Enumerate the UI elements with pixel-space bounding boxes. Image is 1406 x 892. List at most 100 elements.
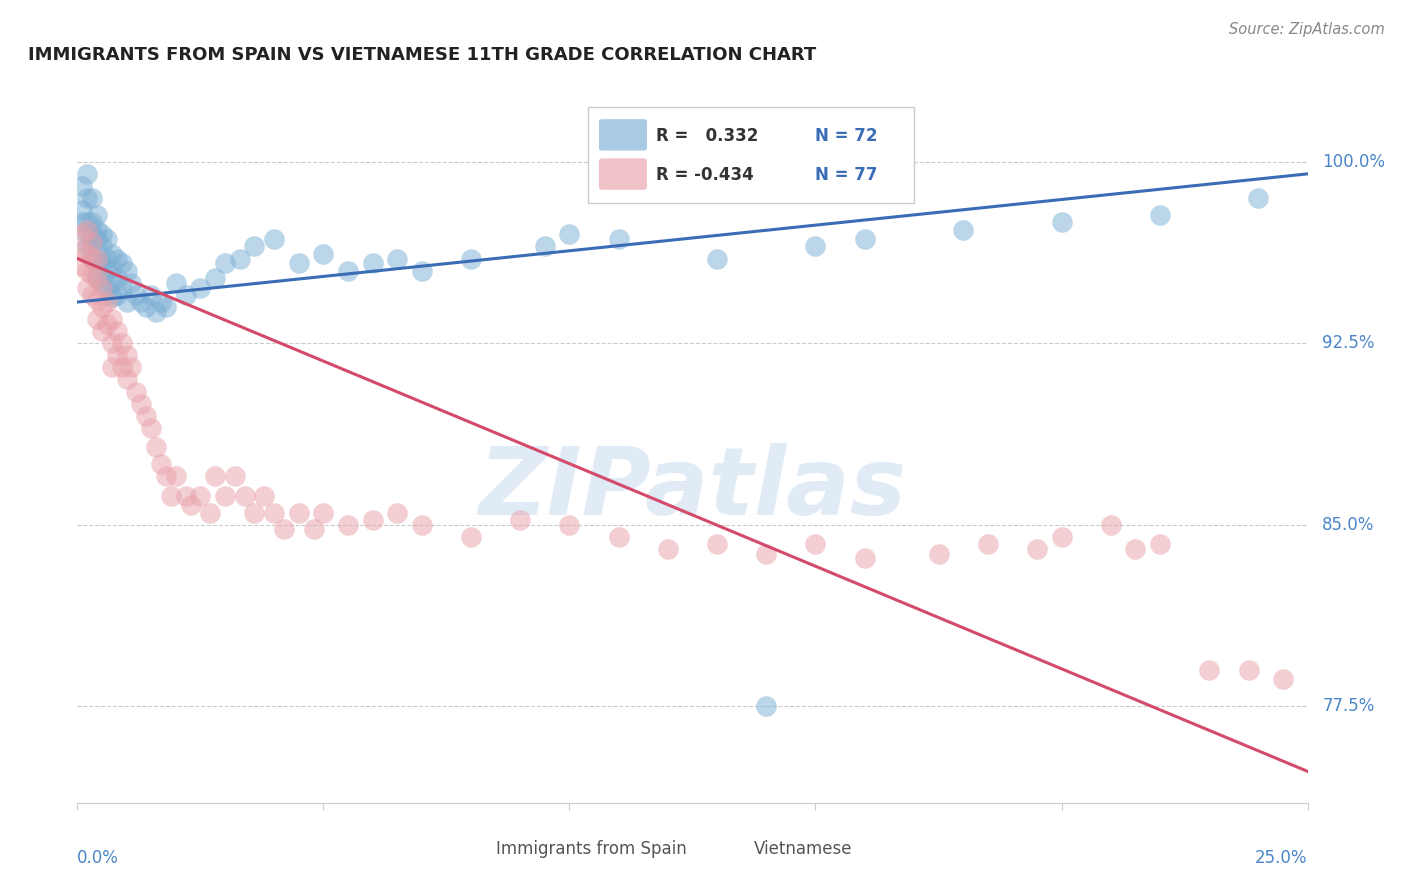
Point	[76, 280, 98, 294]
Point	[111, 360, 132, 375]
Point	[82, 191, 104, 205]
Point	[125, 288, 148, 302]
Point	[1099, 517, 1122, 532]
Point	[460, 252, 482, 266]
Point	[174, 489, 197, 503]
Point	[115, 263, 138, 277]
Point	[411, 263, 433, 277]
Point	[150, 295, 173, 310]
Point	[155, 469, 177, 483]
Point	[853, 232, 876, 246]
Text: Vietnamese: Vietnamese	[754, 840, 852, 858]
Point	[96, 252, 118, 266]
Point	[101, 312, 124, 326]
Point	[101, 276, 124, 290]
Point	[121, 276, 143, 290]
Point	[558, 517, 581, 532]
Point	[204, 271, 226, 285]
Point	[82, 268, 104, 283]
Point	[288, 256, 311, 270]
FancyBboxPatch shape	[599, 120, 647, 151]
Point	[135, 300, 157, 314]
Point	[105, 324, 128, 338]
Point	[96, 295, 118, 310]
Point	[214, 489, 236, 503]
Point	[607, 530, 630, 544]
Point	[90, 256, 114, 270]
Point	[180, 498, 202, 512]
Point	[105, 348, 128, 362]
Point	[174, 288, 197, 302]
Point	[76, 215, 98, 229]
Point	[145, 304, 167, 318]
Point	[82, 288, 104, 302]
Point	[165, 469, 187, 483]
Point	[101, 246, 124, 260]
Point	[385, 252, 409, 266]
Text: 25.0%: 25.0%	[1256, 849, 1308, 867]
Point	[86, 232, 108, 246]
Point	[70, 244, 93, 259]
Point	[86, 293, 108, 307]
Point	[1050, 215, 1073, 229]
Point	[233, 489, 256, 503]
Point	[853, 551, 876, 566]
Point	[928, 547, 950, 561]
Point	[105, 271, 128, 285]
Point	[657, 541, 679, 556]
Point	[86, 256, 108, 270]
Point	[1026, 541, 1049, 556]
FancyBboxPatch shape	[702, 833, 749, 864]
Point	[76, 167, 98, 181]
Point	[82, 252, 104, 266]
Point	[145, 440, 167, 454]
Point	[312, 506, 335, 520]
Point	[534, 239, 557, 253]
FancyBboxPatch shape	[599, 159, 647, 190]
Point	[86, 246, 108, 260]
Point	[263, 506, 285, 520]
Point	[86, 222, 108, 236]
Point	[361, 256, 384, 270]
Text: 77.5%: 77.5%	[1323, 697, 1375, 715]
Text: Immigrants from Spain: Immigrants from Spain	[496, 840, 686, 858]
Point	[1247, 191, 1270, 205]
Point	[141, 421, 163, 435]
Point	[706, 252, 728, 266]
Point	[90, 300, 114, 314]
Text: N = 77: N = 77	[815, 166, 877, 184]
Point	[952, 222, 974, 236]
Point	[82, 227, 104, 242]
Point	[82, 252, 104, 266]
Point	[70, 215, 93, 229]
Text: IMMIGRANTS FROM SPAIN VS VIETNAMESE 11TH GRADE CORRELATION CHART: IMMIGRANTS FROM SPAIN VS VIETNAMESE 11TH…	[28, 46, 817, 64]
Point	[243, 239, 266, 253]
Point	[96, 317, 118, 331]
Point	[228, 252, 252, 266]
Point	[90, 324, 114, 338]
Point	[385, 506, 409, 520]
Point	[804, 537, 827, 551]
Point	[76, 263, 98, 277]
Point	[76, 239, 98, 253]
Point	[273, 523, 295, 537]
Point	[129, 397, 153, 411]
Point	[214, 256, 236, 270]
Text: Source: ZipAtlas.com: Source: ZipAtlas.com	[1229, 22, 1385, 37]
Point	[1050, 530, 1073, 544]
Point	[1125, 541, 1147, 556]
Point	[105, 252, 128, 266]
Point	[288, 506, 311, 520]
Point	[70, 227, 93, 242]
Point	[243, 506, 266, 520]
Point	[86, 252, 108, 266]
Point	[706, 537, 728, 551]
Text: R =   0.332: R = 0.332	[655, 127, 758, 145]
Point	[312, 246, 335, 260]
FancyBboxPatch shape	[588, 107, 914, 203]
Point	[160, 489, 183, 503]
Point	[76, 191, 98, 205]
Point	[150, 457, 173, 471]
Point	[755, 547, 778, 561]
Point	[804, 239, 827, 253]
